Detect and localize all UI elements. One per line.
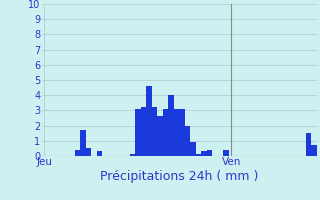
Bar [190, 142, 196, 156]
Bar [157, 116, 163, 156]
Bar [152, 107, 157, 156]
Bar [135, 109, 141, 156]
Bar [141, 107, 146, 156]
Bar [75, 150, 80, 156]
Bar [146, 86, 152, 156]
Bar [174, 109, 179, 156]
Bar [196, 154, 201, 156]
Bar [223, 150, 229, 156]
Bar [97, 151, 102, 156]
Bar [179, 109, 185, 156]
Bar [201, 151, 207, 156]
Bar [207, 150, 212, 156]
X-axis label: Précipitations 24h ( mm ): Précipitations 24h ( mm ) [100, 170, 258, 183]
Bar [168, 95, 174, 156]
Bar [86, 148, 91, 156]
Bar [163, 109, 168, 156]
Bar [306, 133, 311, 156]
Bar [311, 145, 317, 156]
Bar [185, 126, 190, 156]
Bar [130, 154, 135, 156]
Bar [80, 130, 86, 156]
